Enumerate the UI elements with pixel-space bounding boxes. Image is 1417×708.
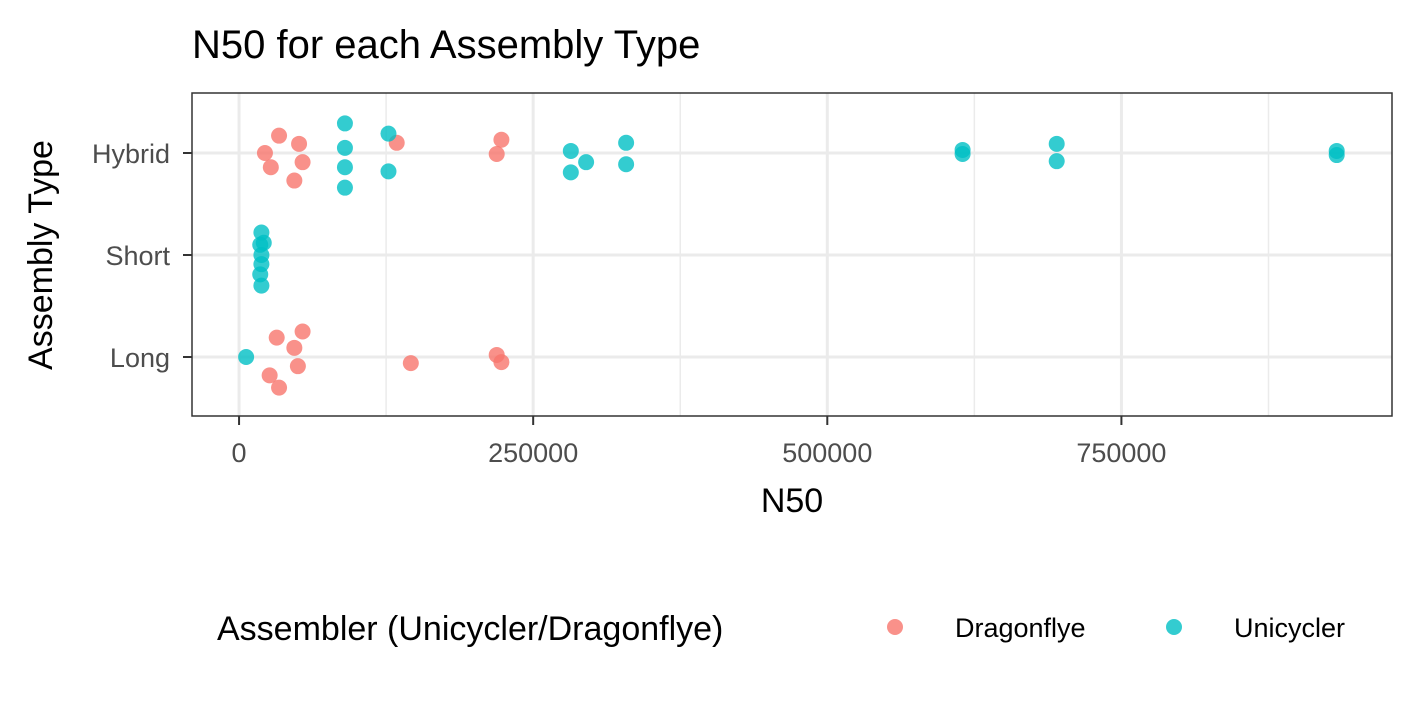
point-unicycler <box>954 146 971 163</box>
chart-title: N50 for each Assembly Type <box>192 23 700 67</box>
point-unicycler <box>336 179 353 196</box>
point-unicycler <box>562 142 579 159</box>
x-tick-label: 500000 <box>782 438 872 468</box>
legend-label-unicycler: Unicycler <box>1234 613 1345 643</box>
legend-key-dragonflye <box>887 619 903 635</box>
point-dragonflye <box>402 355 419 372</box>
y-tick-label: Short <box>105 241 170 271</box>
point-dragonflye <box>286 339 303 356</box>
legend-key-unicycler <box>1166 619 1182 635</box>
point-dragonflye <box>294 323 311 340</box>
point-unicycler <box>578 154 595 171</box>
point-dragonflye <box>294 154 311 171</box>
x-tick-label: 250000 <box>488 438 578 468</box>
x-axis: 0 250000 500000 750000 <box>232 416 1166 468</box>
point-dragonflye <box>256 145 273 161</box>
y-axis-title: Assembly Type <box>22 140 60 370</box>
point-dragonflye <box>493 354 510 371</box>
point-dragonflye <box>289 358 306 375</box>
point-dragonflye <box>286 172 303 189</box>
point-unicycler <box>380 125 397 142</box>
point-dragonflye <box>271 379 288 396</box>
point-dragonflye <box>268 329 285 346</box>
y-axis: Long Short Hybrid <box>92 139 192 373</box>
legend-items: Dragonflye Unicycler <box>887 613 1345 643</box>
point-unicycler <box>238 349 255 365</box>
point-dragonflye <box>291 135 308 152</box>
legend: Assembler (Unicycler/Dragonflye) Dragonf… <box>217 610 1345 648</box>
y-tick-label: Hybrid <box>92 139 170 169</box>
y-tick-label: Long <box>110 343 170 373</box>
point-unicycler <box>1328 147 1345 164</box>
x-tick-label: 0 <box>232 438 247 468</box>
data-points <box>238 115 1345 396</box>
point-unicycler <box>562 164 579 181</box>
major-gridlines <box>192 93 1392 416</box>
point-unicycler <box>336 139 353 156</box>
point-unicycler <box>336 115 353 132</box>
point-unicycler <box>1048 135 1065 152</box>
point-unicycler <box>253 277 270 294</box>
point-unicycler <box>380 163 397 180</box>
point-dragonflye <box>271 127 288 144</box>
point-unicycler <box>1048 153 1065 170</box>
point-dragonflye <box>488 146 505 163</box>
legend-title: Assembler (Unicycler/Dragonflye) <box>217 610 723 648</box>
plot-area <box>191 92 1393 417</box>
point-unicycler <box>618 156 635 173</box>
x-axis-title: N50 <box>761 482 823 520</box>
legend-label-dragonflye: Dragonflye <box>955 613 1086 643</box>
point-dragonflye <box>262 159 279 176</box>
x-tick-label: 750000 <box>1076 438 1166 468</box>
point-unicycler <box>336 159 353 176</box>
point-dragonflye <box>261 367 278 384</box>
point-unicycler <box>618 134 635 151</box>
point-dragonflye <box>493 131 510 148</box>
